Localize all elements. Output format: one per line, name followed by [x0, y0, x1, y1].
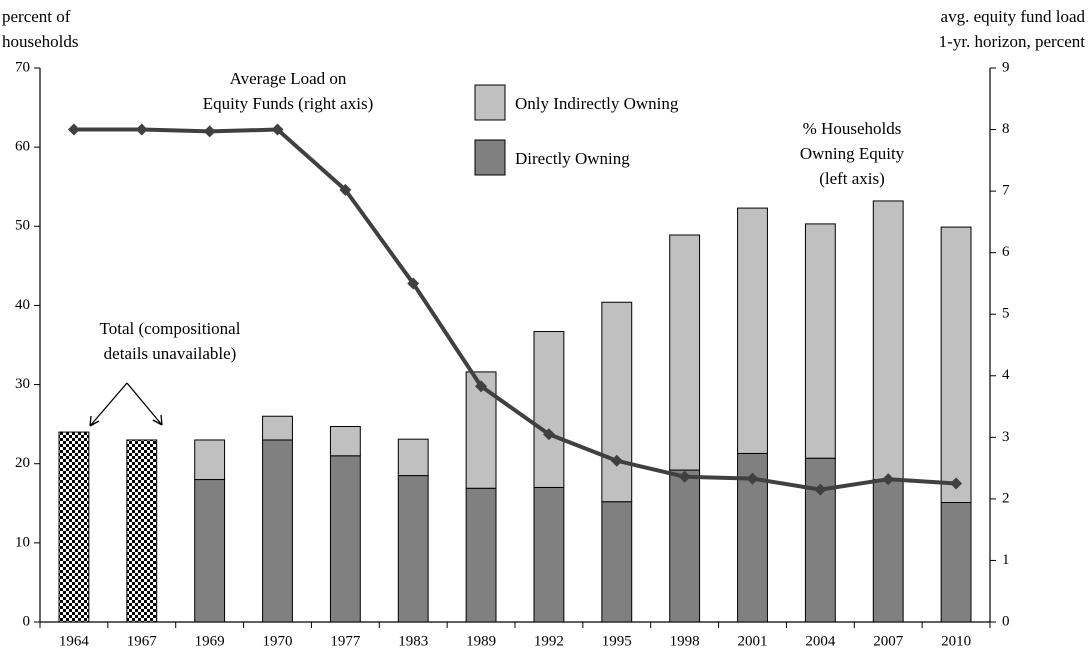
y2-tick-label: 3 — [1002, 429, 1010, 445]
y2-tick-label: 6 — [1002, 244, 1010, 260]
bar — [872, 200, 904, 481]
line-marker — [135, 123, 148, 136]
y2-tick-label: 5 — [1002, 306, 1010, 322]
x-tick-label: 1970 — [263, 633, 293, 649]
x-tick-label: 2007 — [873, 633, 904, 649]
bar — [329, 426, 361, 457]
line-marker — [814, 483, 827, 496]
y-tick-label: 30 — [15, 376, 30, 392]
annotation: details unavailable) — [104, 344, 237, 363]
y-axis-label: percent of — [2, 7, 71, 26]
x-tick-label: 1998 — [670, 633, 700, 649]
x-tick-label: 2010 — [941, 633, 971, 649]
bar — [601, 301, 633, 503]
x-tick-label: 1969 — [195, 633, 225, 649]
line-marker — [203, 125, 216, 138]
arrow — [89, 382, 128, 427]
line-marker — [542, 428, 555, 441]
y2-tick-label: 9 — [1002, 59, 1010, 75]
y2-tick-label: 2 — [1002, 490, 1010, 506]
bar — [804, 457, 836, 623]
y-tick-label: 50 — [15, 218, 30, 234]
y2-tick-label: 0 — [1002, 613, 1010, 629]
y-axis-label: households — [2, 32, 79, 51]
y2-tick-label: 7 — [1002, 183, 1010, 199]
bar — [940, 501, 972, 623]
annotation: (left axis) — [819, 169, 885, 188]
bar — [669, 469, 701, 623]
legend-swatch — [474, 84, 506, 121]
line-marker — [950, 477, 963, 490]
line-marker — [407, 277, 420, 290]
bar — [669, 234, 701, 471]
y-tick-label: 10 — [15, 534, 30, 550]
x-tick-label: 1989 — [466, 633, 496, 649]
bar — [533, 486, 565, 623]
x-tick-label: 2004 — [805, 633, 836, 649]
legend-swatch — [474, 139, 506, 176]
line-marker — [678, 470, 691, 483]
y-tick-label: 70 — [15, 59, 30, 75]
bar — [194, 479, 226, 623]
y2-tick-label: 4 — [1002, 367, 1010, 383]
x-tick-label: 2001 — [738, 633, 768, 649]
annotation: Equity Funds (right axis) — [203, 94, 373, 113]
bar — [601, 501, 633, 623]
line-marker — [610, 454, 623, 467]
arrow — [126, 382, 163, 426]
annotation: Average Load on — [230, 69, 347, 88]
bar — [194, 439, 226, 481]
line-marker — [67, 123, 80, 136]
annotation: Owning Equity — [800, 144, 905, 163]
line-marker — [475, 380, 488, 393]
y2-tick-label: 1 — [1002, 552, 1010, 568]
bar — [262, 439, 293, 623]
x-tick-label: 1995 — [602, 633, 632, 649]
y-tick-label: 20 — [15, 455, 30, 471]
bar — [397, 475, 429, 623]
bar — [804, 223, 836, 459]
bar — [940, 226, 972, 503]
annotation: % Households — [803, 119, 902, 138]
bar — [397, 438, 429, 477]
legend-label: Only Indirectly Owning — [515, 94, 679, 113]
legend-label: Directly Owning — [515, 149, 630, 168]
bar — [737, 207, 768, 454]
bar — [533, 331, 565, 488]
x-tick-label: 1967 — [127, 633, 158, 649]
arrows — [89, 382, 163, 427]
y-tick-label: 40 — [15, 297, 30, 313]
y2-axis-label: 1-yr. horizon, percent — [939, 32, 1086, 51]
bar — [126, 439, 158, 623]
annotation: Total (compositional — [100, 319, 241, 338]
line-marker — [882, 473, 895, 486]
line-marker — [339, 183, 352, 196]
x-tick-label: 1977 — [330, 633, 361, 649]
bar — [262, 415, 293, 441]
line — [73, 127, 957, 492]
bar — [872, 479, 904, 623]
bar — [329, 455, 361, 623]
x-tick-label: 1992 — [534, 633, 564, 649]
line-marker — [746, 472, 759, 485]
y-tick-label: 0 — [23, 613, 31, 629]
y2-tick-label: 8 — [1002, 121, 1010, 137]
x-tick-label: 1983 — [398, 633, 428, 649]
bar — [465, 487, 497, 623]
y2-axis-label: avg. equity fund load — [941, 7, 1086, 26]
line-marker — [271, 123, 284, 136]
y-tick-label: 60 — [15, 139, 30, 155]
x-tick-label: 1964 — [59, 633, 90, 649]
bar — [58, 431, 90, 623]
